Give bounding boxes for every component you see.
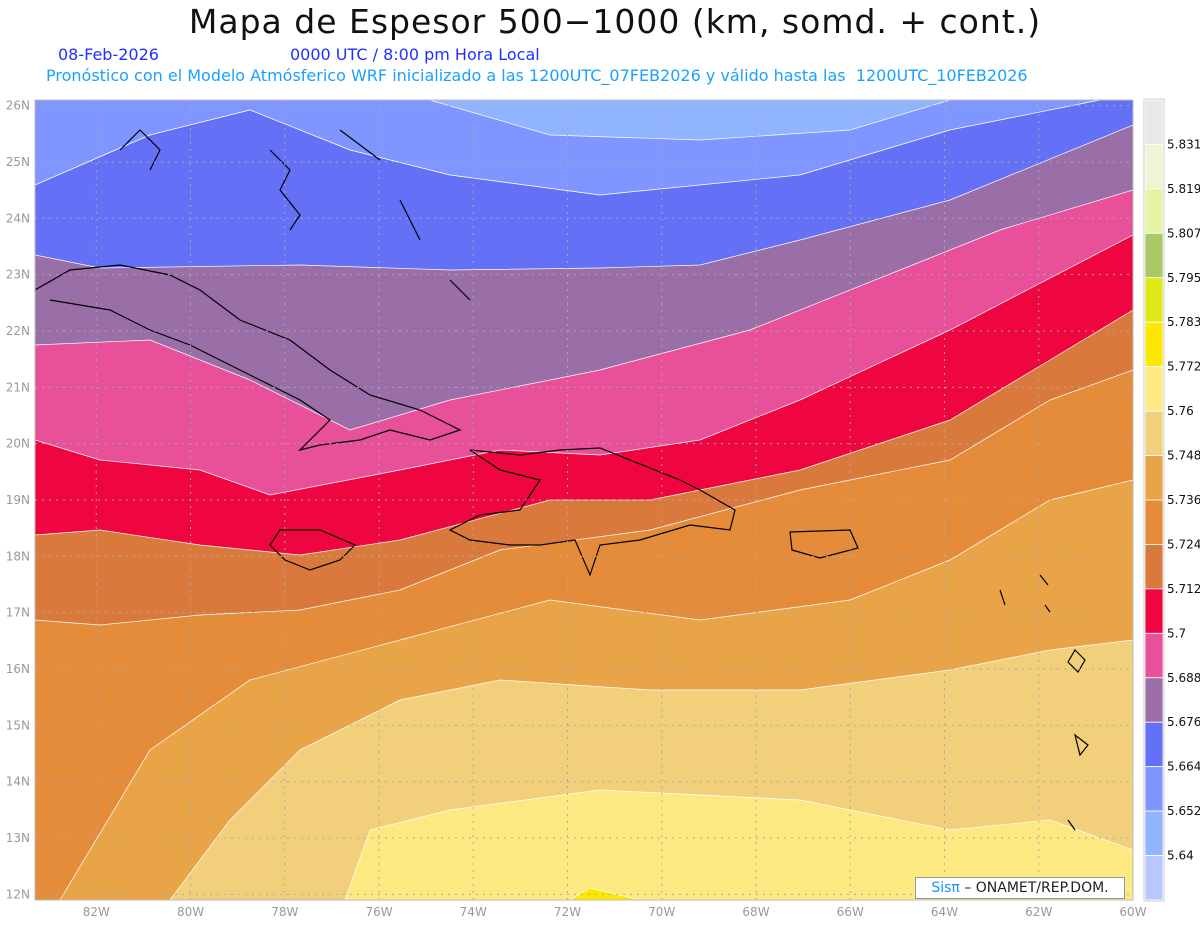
colorbar: 5.831 5.819 5.807 5.795 5.783 5.772 5.76 5.748 5… [1143, 98, 1200, 902]
y-tick-label: 16N [6, 662, 30, 676]
x-tick-label: 66W [837, 905, 864, 919]
hispaniola-coast [448, 447, 736, 577]
y-tick-label: 25N [6, 155, 30, 169]
forecast-date: 08-Feb-2026 [58, 45, 159, 64]
x-tick-label: 76W [365, 905, 392, 919]
x-tick-label: 68W [742, 905, 769, 919]
colorbar-segment [1144, 99, 1164, 145]
y-tick-label: 20N [6, 437, 30, 451]
y-tick-label: 15N [6, 718, 30, 732]
colorbar-label: 5.712 [1167, 582, 1200, 596]
colorbar-segment [1144, 766, 1164, 812]
colorbar-segment [1144, 410, 1164, 456]
colorbar-label: 5.772 [1167, 360, 1200, 374]
colorbar-segment [1144, 677, 1164, 723]
colorbar-label: 5.664 [1167, 760, 1200, 774]
x-tick-label: 60W [1119, 905, 1146, 919]
colorbar-segment [1144, 321, 1164, 368]
y-tick-label: 17N [6, 606, 30, 620]
logo-brand: Sisπ [931, 880, 960, 896]
y-tick-label: 22N [6, 324, 30, 338]
y-tick-label: 13N [6, 831, 30, 845]
chart-title: Mapa de Espesor 500−1000 (km, somd. + co… [188, 2, 1042, 41]
logo-text: – ONAMET/REP.DOM. [959, 880, 1109, 896]
puerto-rico-coast [789, 529, 859, 559]
cuba-coast [35, 264, 462, 452]
colorbar-label: 5.783 [1167, 315, 1200, 329]
model-subtitle: Pronóstico con el Modelo Atmósferico WRF… [46, 66, 1028, 85]
x-tick-label: 82W [83, 905, 110, 919]
y-tick-label: 18N [6, 549, 30, 563]
colorbar-segment [1144, 721, 1164, 768]
colorbar-label: 5.736 [1167, 493, 1200, 507]
colorbar-segment [1144, 810, 1164, 856]
lesser-antilles-coast [999, 574, 1089, 831]
y-tick-label: 23N [6, 268, 30, 282]
jamaica-coast [269, 529, 357, 571]
colorbar-segment [1144, 188, 1164, 234]
colorbar-label: 5.795 [1167, 271, 1200, 285]
colorbar-label: 5.724 [1167, 537, 1200, 551]
colorbar-label: 5.748 [1167, 449, 1200, 463]
colorbar-segment [1144, 632, 1164, 679]
colorbar-segment [1144, 544, 1164, 590]
colorbar-label: 5.64 [1167, 849, 1194, 863]
colorbar-label: 5.807 [1167, 226, 1200, 240]
colorbar-segment [1144, 277, 1164, 323]
x-tick-label: 74W [460, 905, 487, 919]
x-tick-label: 70W [648, 905, 675, 919]
x-tick-label: 80W [177, 905, 204, 919]
y-tick-label: 26N [6, 99, 30, 113]
y-tick-label: 19N [6, 493, 30, 507]
colorbar-segment [1144, 366, 1164, 412]
colorbar-segment [1144, 232, 1164, 279]
x-tick-label: 62W [1025, 905, 1052, 919]
colorbar-label: 5.7 [1167, 626, 1186, 640]
colorbar-segment [1144, 588, 1164, 634]
coastlines [35, 129, 1089, 831]
thickness-band-5.772 [569, 887, 641, 900]
colorbar-frame [1143, 98, 1165, 902]
colorbar-label: 5.676 [1167, 715, 1200, 729]
y-tick-label: 24N [6, 211, 30, 225]
colorbar-segment [1144, 144, 1164, 190]
colorbar-label: 5.819 [1167, 182, 1200, 196]
colorbar-label: 5.76 [1167, 404, 1194, 418]
plot-frame [34, 99, 1134, 901]
bahamas-coast [119, 129, 471, 301]
sispi-onamet-logo: Sisπ – ONAMET/REP.DOM. [915, 877, 1125, 899]
colorbar-segment [1144, 855, 1164, 901]
colorbar-label: 5.652 [1167, 804, 1200, 818]
colorbar-label: 5.688 [1167, 671, 1200, 685]
thickness-band-5.76 [344, 789, 1133, 900]
x-tick-label: 78W [271, 905, 298, 919]
forecast-time: 0000 UTC / 8:00 pm Hora Local [290, 45, 540, 64]
colorbar-segment [1144, 499, 1164, 545]
y-tick-label: 14N [6, 775, 30, 789]
colorbar-segment [1144, 455, 1164, 501]
x-tick-label: 64W [931, 905, 958, 919]
colorbar-label: 5.831 [1167, 137, 1200, 151]
y-tick-label: 12N [6, 887, 30, 901]
y-tick-label: 21N [6, 380, 30, 394]
x-tick-label: 72W [554, 905, 581, 919]
